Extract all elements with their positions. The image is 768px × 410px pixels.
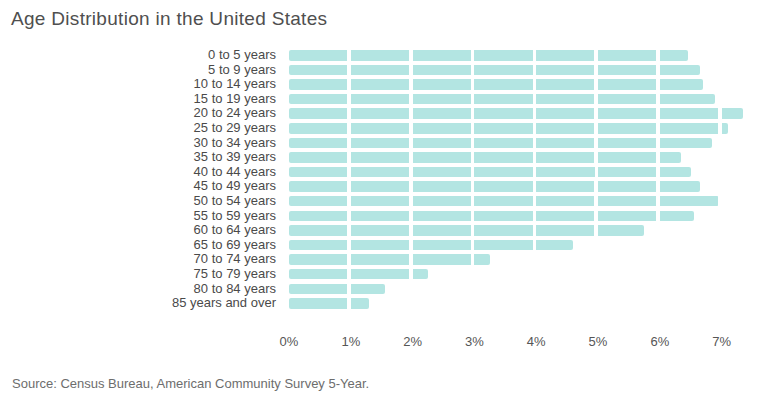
x-axis-tick-label: 1%	[341, 334, 360, 349]
x-axis-tick-label: 0%	[280, 334, 299, 349]
category-label: 80 to 84 years	[0, 282, 276, 297]
bar	[289, 284, 385, 295]
bar	[289, 181, 700, 192]
chart-row: 40 to 44 years	[0, 165, 768, 180]
category-label: 10 to 14 years	[0, 77, 276, 92]
chart-row: 60 to 64 years	[0, 223, 768, 238]
bar	[289, 152, 681, 163]
bar	[289, 211, 694, 222]
chart-title: Age Distribution in the United States	[11, 8, 327, 30]
chart-row: 15 to 19 years	[0, 92, 768, 107]
bar	[289, 65, 700, 76]
bar	[289, 196, 719, 207]
chart-row: 80 to 84 years	[0, 282, 768, 297]
source-note: Source: Census Bureau, American Communit…	[12, 376, 369, 391]
chart-row: 75 to 79 years	[0, 267, 768, 282]
chart-row: 85 years and over	[0, 296, 768, 311]
chart-row: 10 to 14 years	[0, 77, 768, 92]
x-axis-tick-label: 5%	[589, 334, 608, 349]
chart-row: 65 to 69 years	[0, 238, 768, 253]
category-label: 50 to 54 years	[0, 194, 276, 209]
category-label: 35 to 39 years	[0, 150, 276, 165]
category-label: 85 years and over	[0, 296, 276, 311]
category-label: 55 to 59 years	[0, 209, 276, 224]
x-axis-tick-label: 3%	[465, 334, 484, 349]
bar	[289, 79, 703, 90]
bar	[289, 240, 573, 251]
category-label: 45 to 49 years	[0, 179, 276, 194]
bar	[289, 123, 728, 134]
category-label: 5 to 9 years	[0, 63, 276, 78]
category-label: 40 to 44 years	[0, 165, 276, 180]
bar	[289, 269, 428, 280]
chart-row: 0 to 5 years	[0, 48, 768, 63]
category-label: 0 to 5 years	[0, 48, 276, 63]
bar	[289, 167, 691, 178]
category-label: 25 to 29 years	[0, 121, 276, 136]
chart-row: 45 to 49 years	[0, 179, 768, 194]
bar	[289, 225, 644, 236]
bar	[289, 108, 743, 119]
bar-chart: 0 to 5 years5 to 9 years10 to 14 years15…	[0, 48, 768, 311]
chart-row: 70 to 74 years	[0, 252, 768, 267]
chart-row: 5 to 9 years	[0, 63, 768, 78]
category-label: 75 to 79 years	[0, 267, 276, 282]
category-label: 30 to 34 years	[0, 136, 276, 151]
chart-row: 55 to 59 years	[0, 209, 768, 224]
bar	[289, 94, 715, 105]
chart-row: 20 to 24 years	[0, 106, 768, 121]
x-axis-tick-label: 4%	[527, 334, 546, 349]
category-label: 20 to 24 years	[0, 106, 276, 121]
category-label: 60 to 64 years	[0, 223, 276, 238]
x-axis-tick-label: 2%	[403, 334, 422, 349]
category-label: 70 to 74 years	[0, 252, 276, 267]
bar	[289, 298, 369, 309]
chart-canvas: Age Distribution in the United States 0 …	[0, 0, 768, 410]
bar	[289, 50, 688, 61]
x-axis-tick-label: 7%	[712, 334, 731, 349]
chart-row: 50 to 54 years	[0, 194, 768, 209]
chart-row: 30 to 34 years	[0, 136, 768, 151]
category-label: 65 to 69 years	[0, 238, 276, 253]
x-axis-tick-label: 6%	[650, 334, 669, 349]
chart-row: 25 to 29 years	[0, 121, 768, 136]
x-axis: 0% 1% 2% 3% 4% 5% 6% 7%	[0, 334, 768, 350]
bar	[289, 138, 712, 149]
chart-row: 35 to 39 years	[0, 150, 768, 165]
category-label: 15 to 19 years	[0, 92, 276, 107]
bar	[289, 254, 490, 265]
